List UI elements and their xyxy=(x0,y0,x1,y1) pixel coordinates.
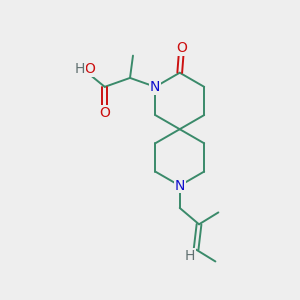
Text: O: O xyxy=(84,62,95,76)
Text: N: N xyxy=(175,179,185,193)
Text: H: H xyxy=(75,62,85,76)
Text: O: O xyxy=(176,41,187,55)
Text: H: H xyxy=(185,248,195,262)
Text: O: O xyxy=(99,106,110,120)
Text: N: N xyxy=(150,80,160,94)
